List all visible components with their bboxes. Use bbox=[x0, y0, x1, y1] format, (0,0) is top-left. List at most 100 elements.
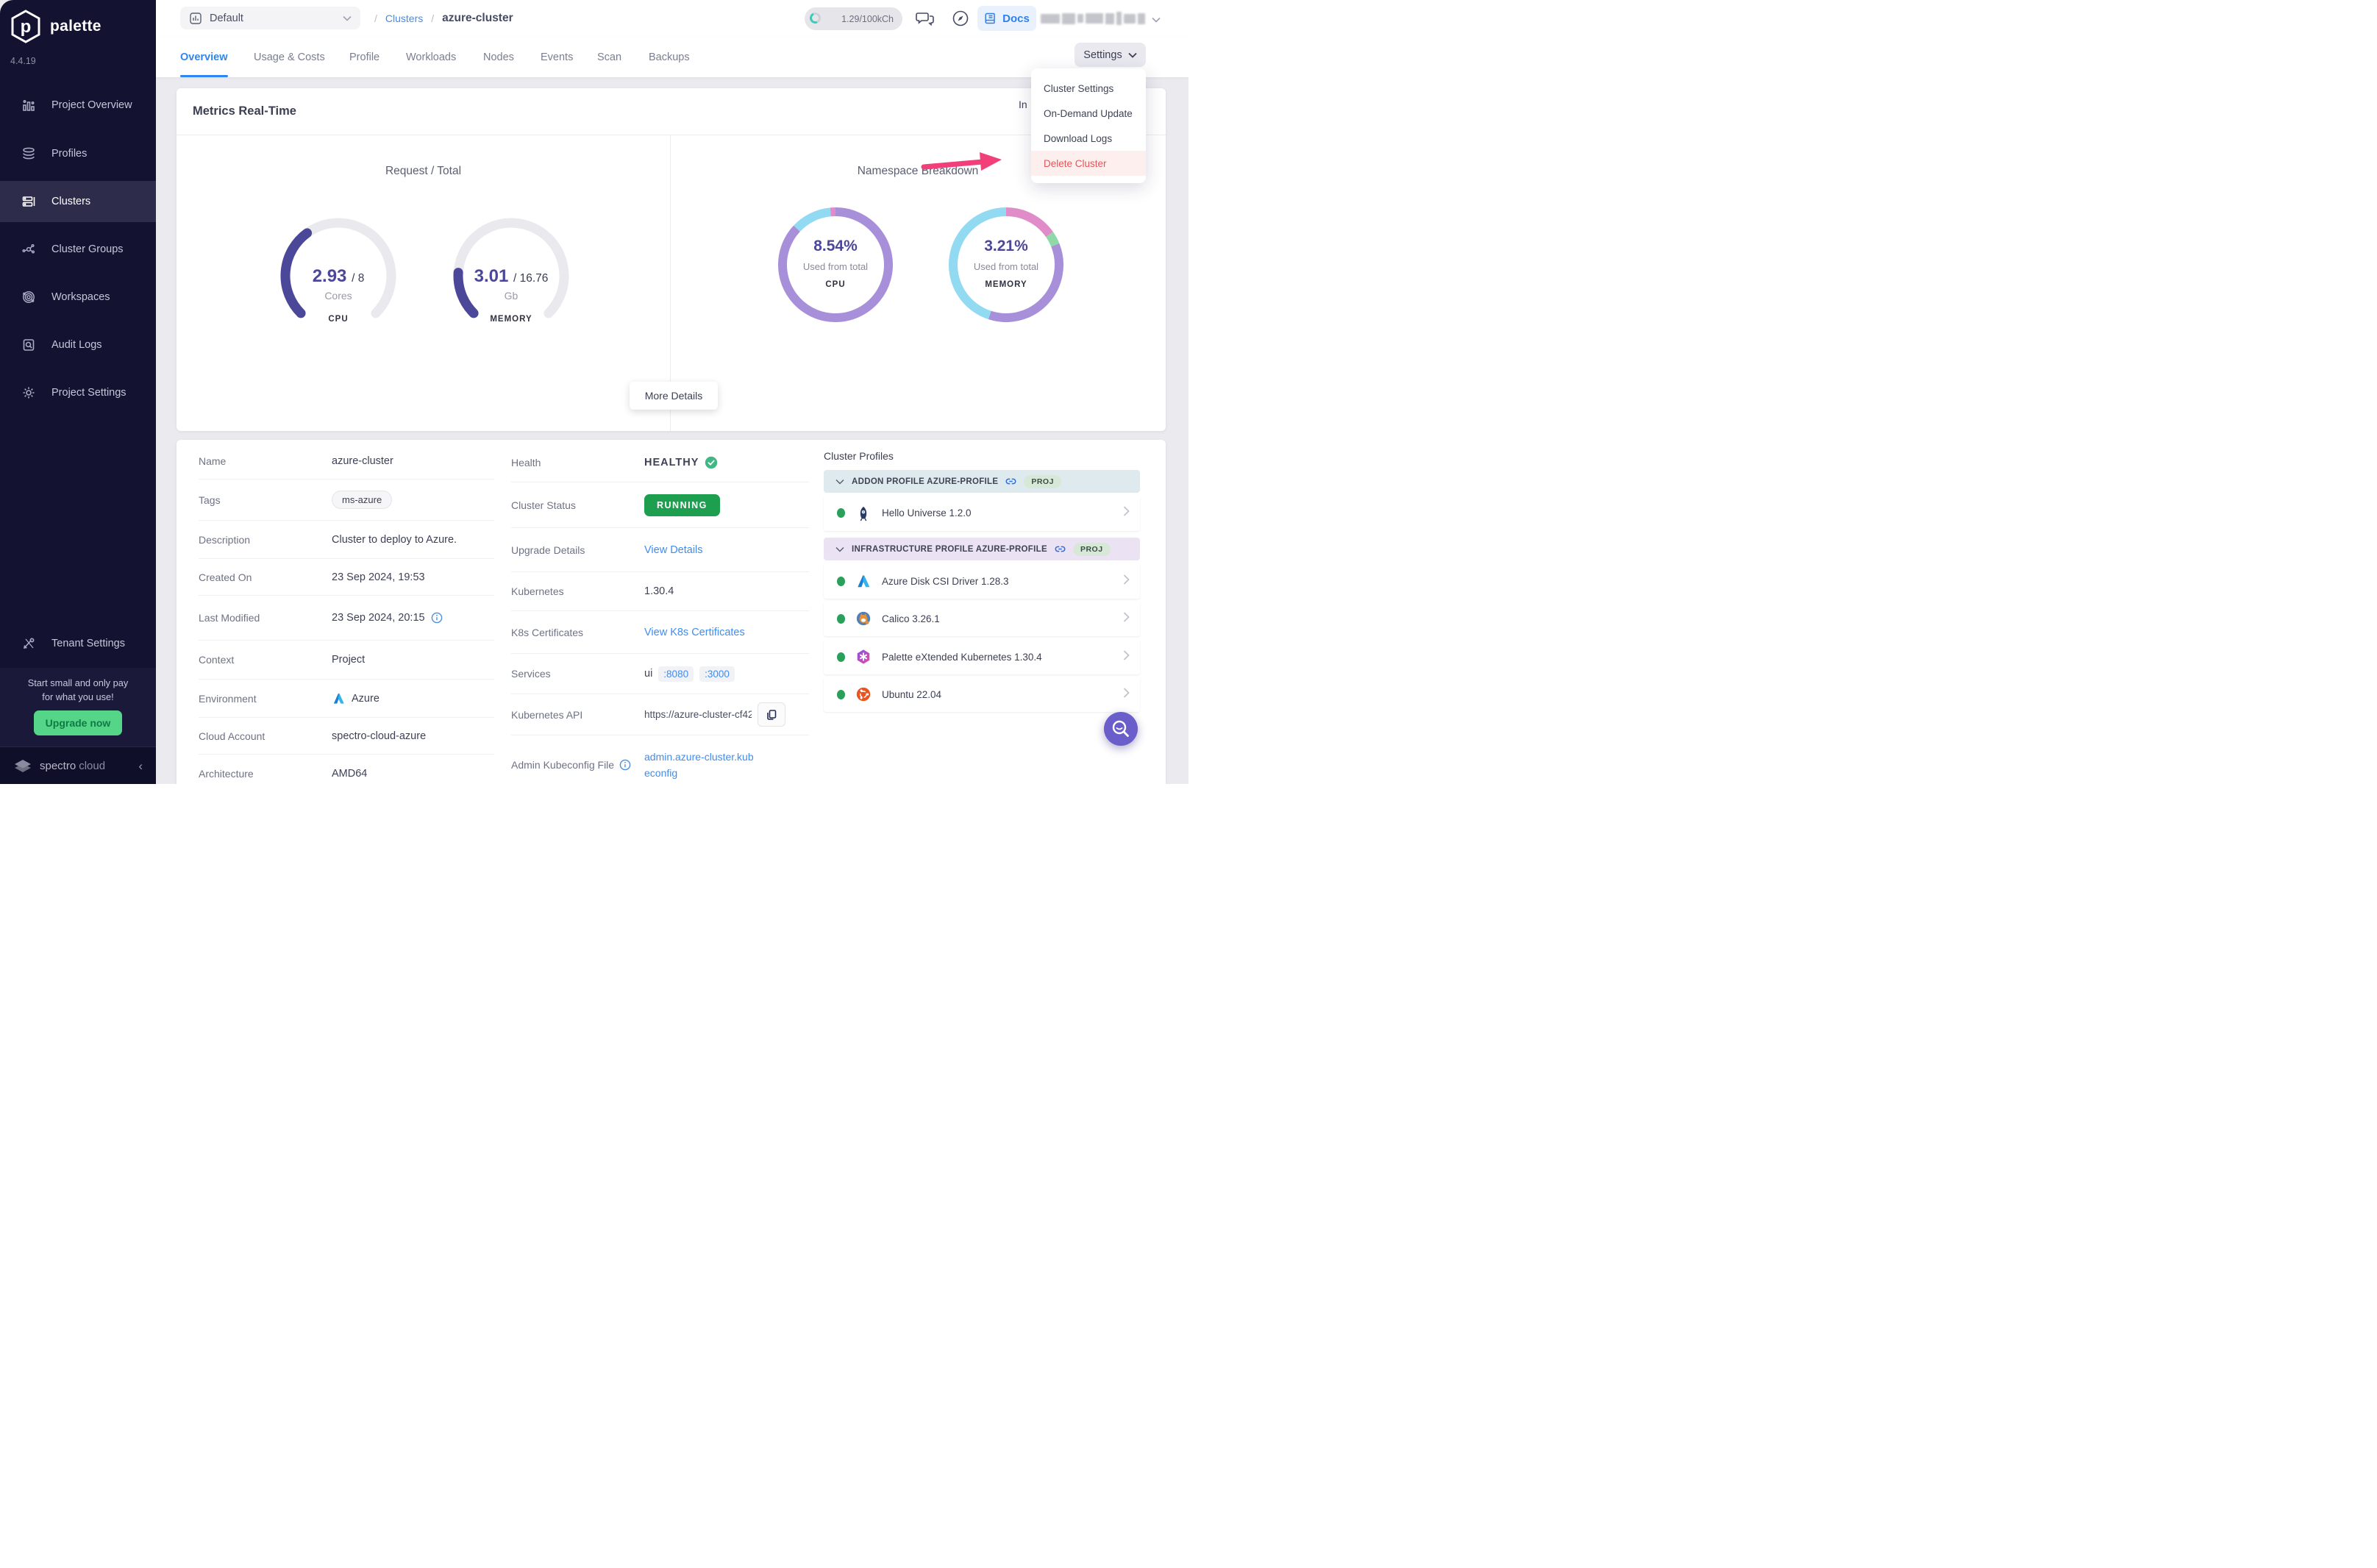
app-name: palette bbox=[50, 18, 101, 35]
row-upgrade-details: Upgrade Details View Details bbox=[511, 528, 809, 572]
server-icon bbox=[21, 193, 37, 210]
service-port-8080-link[interactable]: :8080 bbox=[658, 666, 694, 682]
sidebar-footer: spectro cloud ‹ bbox=[0, 746, 156, 784]
profile-layer-ubuntu[interactable]: Ubuntu 22.04 bbox=[824, 677, 1140, 712]
search-fab-button[interactable] bbox=[1104, 712, 1138, 746]
addon-profile-header[interactable]: ADDON PROFILE AZURE-PROFILE PROJ bbox=[824, 470, 1140, 493]
upgrade-now-button[interactable]: Upgrade now bbox=[34, 710, 122, 735]
tag-chip[interactable]: ms-azure bbox=[332, 491, 393, 509]
more-details-button[interactable]: More Details bbox=[630, 382, 718, 410]
last-modified-label: Last Modified bbox=[199, 612, 260, 624]
project-selector[interactable]: Default bbox=[180, 7, 360, 29]
sidebar-item-audit-logs[interactable]: Audit Logs bbox=[0, 324, 156, 366]
sidebar-item-workspaces[interactable]: Workspaces bbox=[0, 277, 156, 318]
cpu-gauge-arc bbox=[280, 218, 396, 318]
chevron-right-icon bbox=[1123, 611, 1130, 626]
hello-universe-icon bbox=[860, 506, 867, 521]
user-menu-redacted[interactable] bbox=[1041, 10, 1147, 26]
kubeconfig-file-link[interactable]: admin.azure-cluster.kubeconfig bbox=[644, 751, 754, 779]
copy-button[interactable] bbox=[758, 702, 785, 727]
collapse-sidebar-icon[interactable]: ‹ bbox=[138, 758, 143, 773]
sidebar-item-cluster-groups[interactable]: Cluster Groups bbox=[0, 229, 156, 270]
cpu-gauge-label: CPU bbox=[328, 315, 349, 324]
layers-icon bbox=[21, 146, 37, 162]
tab-backups[interactable]: Backups bbox=[649, 37, 690, 77]
palette-logo-icon: p bbox=[11, 10, 40, 43]
azure-icon bbox=[333, 693, 344, 704]
usage-progress-icon bbox=[808, 10, 823, 26]
svg-text:p: p bbox=[21, 17, 32, 37]
menu-item-cluster-settings[interactable]: Cluster Settings bbox=[1044, 82, 1114, 94]
breadcrumb-separator: / bbox=[431, 13, 435, 24]
menu-item-delete-cluster[interactable]: Delete Cluster bbox=[1031, 151, 1146, 176]
info-icon[interactable] bbox=[431, 612, 443, 624]
tab-label: Backups bbox=[649, 51, 690, 63]
kubernetes-version: 1.30.4 bbox=[644, 585, 674, 597]
namespace-cpu-percent: 8.54% bbox=[813, 238, 858, 254]
upgrade-details-label: Upgrade Details bbox=[511, 544, 585, 556]
check-circle-icon bbox=[705, 456, 718, 468]
view-k8s-certificates-link[interactable]: View K8s Certificates bbox=[644, 626, 745, 638]
metrics-title: Metrics Real-Time bbox=[193, 104, 296, 118]
menu-item-download-logs[interactable]: Download Logs bbox=[1044, 132, 1113, 144]
view-details-link[interactable]: View Details bbox=[644, 544, 703, 556]
row-kubernetes-api: Kubernetes API https://azure-cluster-cf4… bbox=[511, 694, 809, 735]
row-kubernetes: Kubernetes 1.30.4 bbox=[511, 572, 809, 611]
feedback-chat-icon[interactable] bbox=[913, 7, 937, 30]
sidebar-item-profiles[interactable]: Profiles bbox=[0, 133, 156, 174]
profile-layer-palette-extended-kubernetes[interactable]: Palette eXtended Kubernetes 1.30.4 bbox=[824, 639, 1140, 674]
upgrade-promo: Start small and only pay for what you us… bbox=[0, 668, 156, 746]
sidebar-item-tenant-settings[interactable]: Tenant Settings bbox=[0, 623, 156, 664]
sidebar-item-project-overview[interactable]: Project Overview bbox=[0, 85, 156, 126]
profile-layer-calico[interactable]: Calico 3.26.1 bbox=[824, 601, 1140, 636]
services-label: Services bbox=[511, 668, 551, 680]
tab-events[interactable]: Events bbox=[541, 37, 573, 77]
row-tags: Tags ms-azure bbox=[199, 480, 494, 521]
tab-usage-costs[interactable]: Usage & Costs bbox=[254, 37, 325, 77]
tab-nodes[interactable]: Nodes bbox=[483, 37, 514, 77]
info-icon[interactable] bbox=[619, 759, 631, 771]
environment-label: Environment bbox=[199, 692, 257, 705]
profile-layer-name: Palette eXtended Kubernetes 1.30.4 bbox=[882, 651, 1042, 663]
tab-overview[interactable]: Overview bbox=[180, 37, 228, 77]
tools-icon bbox=[21, 635, 37, 652]
architecture-label: Architecture bbox=[199, 768, 254, 780]
namespace-cpu-ring bbox=[778, 207, 893, 322]
settings-button[interactable]: Settings bbox=[1075, 43, 1146, 67]
proj-scope-badge: PROJ bbox=[1072, 542, 1111, 556]
sidebar-item-label: Profiles bbox=[51, 148, 88, 160]
created-on-value: 23 Sep 2024, 19:53 bbox=[332, 571, 425, 583]
breadcrumb-clusters-link[interactable]: Clusters bbox=[385, 13, 424, 24]
compass-icon[interactable] bbox=[949, 7, 972, 30]
sidebar-item-label: Project Overview bbox=[51, 99, 132, 111]
menu-item-on-demand-update[interactable]: On-Demand Update bbox=[1044, 107, 1133, 119]
status-dot-icon bbox=[837, 508, 845, 518]
docs-button[interactable]: Docs bbox=[977, 6, 1036, 31]
topbar: Default / Clusters / azure-cluster 1.29/… bbox=[156, 0, 1188, 37]
row-admin-kubeconfig: Admin Kubeconfig File admin.azure-cluste… bbox=[511, 735, 809, 784]
service-port-3000-link[interactable]: :3000 bbox=[699, 666, 735, 682]
profile-layer-azure-disk-csi[interactable]: Azure Disk CSI Driver 1.28.3 bbox=[824, 563, 1140, 599]
breadcrumb: / Clusters / azure-cluster bbox=[374, 0, 513, 37]
profile-layer-name: Azure Disk CSI Driver 1.28.3 bbox=[882, 575, 1009, 587]
palette-app: p palette 4.4.19 Project Overview Profil… bbox=[0, 0, 1188, 784]
tab-scan[interactable]: Scan bbox=[597, 37, 621, 77]
cpu-gauge: 2.93 / 8 Cores CPU bbox=[276, 213, 401, 338]
memory-gauge-label: MEMORY bbox=[490, 315, 532, 324]
link-icon bbox=[1055, 546, 1066, 552]
description-value: Cluster to deploy to Azure. bbox=[332, 533, 457, 546]
memory-gauge-arc bbox=[453, 218, 569, 318]
status-dot-icon bbox=[837, 613, 845, 624]
tab-workloads[interactable]: Workloads bbox=[406, 37, 456, 77]
running-status-badge[interactable]: RUNNING bbox=[644, 493, 720, 516]
infrastructure-profile-header[interactable]: INFRASTRUCTURE PROFILE AZURE-PROFILE PRO… bbox=[824, 538, 1140, 560]
profile-layer-hello-universe[interactable]: Hello Universe 1.2.0 bbox=[824, 495, 1140, 531]
sidebar-item-project-settings[interactable]: Project Settings bbox=[0, 372, 156, 413]
cpu-total: / 8 bbox=[352, 272, 365, 285]
tab-profile[interactable]: Profile bbox=[349, 37, 379, 77]
spectro-cloud-logo bbox=[15, 759, 31, 772]
architecture-value: AMD64 bbox=[332, 768, 368, 780]
user-chevron-down-icon[interactable] bbox=[1152, 13, 1161, 26]
sidebar: p palette 4.4.19 Project Overview Profil… bbox=[0, 0, 156, 784]
sidebar-item-clusters[interactable]: Clusters bbox=[0, 181, 156, 222]
